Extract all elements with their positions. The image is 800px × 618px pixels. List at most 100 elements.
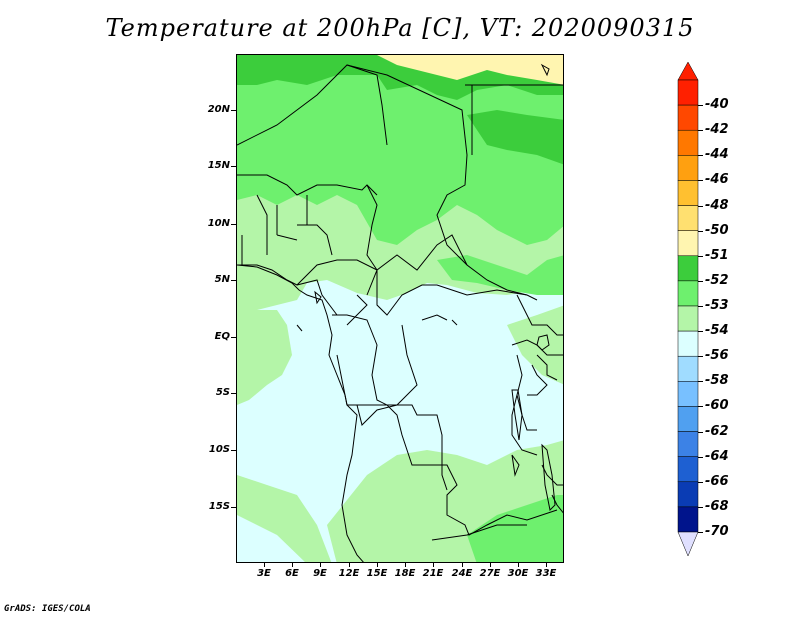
colorbar-tick xyxy=(698,481,703,483)
colorbar-swatch xyxy=(677,280,699,307)
lon-tick xyxy=(433,563,434,567)
lat-tick xyxy=(231,224,236,225)
colorbar-swatch xyxy=(677,230,699,257)
lat-label-15n: 15N xyxy=(207,160,230,171)
colorbar-swatch xyxy=(677,456,699,483)
lon-label-3e: 3E xyxy=(257,568,271,579)
lat-tick xyxy=(231,280,236,281)
colorbar-tick xyxy=(698,255,703,257)
coastline-west xyxy=(237,264,348,406)
lat-label-10n: 10N xyxy=(207,218,230,229)
colorbar-label: -44 xyxy=(705,147,729,163)
field-minus53-east xyxy=(507,305,563,385)
colorbar-label: -51 xyxy=(705,247,729,263)
colorbar-top-arrow xyxy=(677,62,699,81)
lon-label-27e: 27E xyxy=(479,568,501,579)
lat-label-5n: 5N xyxy=(214,274,230,285)
colorbar-swatch xyxy=(677,431,699,457)
lon-tick xyxy=(349,563,350,567)
colorbar-label: -62 xyxy=(705,423,729,439)
colorbar-swatch xyxy=(677,129,699,156)
colorbar-label: -56 xyxy=(705,348,729,364)
map-title: Temperature at 200hPa [C], VT: 202009031… xyxy=(105,14,695,42)
colorbar-swatch xyxy=(677,406,699,432)
lat-tick xyxy=(231,337,236,338)
colorbar-swatch xyxy=(677,180,699,206)
lon-tick xyxy=(405,563,406,567)
lon-label-21e: 21E xyxy=(422,568,444,579)
colorbar-swatch xyxy=(677,79,699,106)
lon-label-12e: 12E xyxy=(338,568,360,579)
lat-tick xyxy=(231,450,236,451)
colorbar-swatch xyxy=(677,330,699,357)
colorbar-label: -42 xyxy=(705,122,729,138)
field-minus52-north xyxy=(237,55,563,245)
colorbar-swatch xyxy=(677,205,699,231)
colorbar-label: -64 xyxy=(705,448,729,464)
colorbar-tick xyxy=(698,105,703,107)
lon-label-18e: 18E xyxy=(394,568,416,579)
colorbar-tick xyxy=(698,356,703,358)
footer-credit: GrADS: IGES/COLA xyxy=(4,604,91,614)
colorbar-swatch xyxy=(677,305,699,332)
lat-tick xyxy=(231,393,236,394)
colorbar-label: -46 xyxy=(705,172,729,188)
field-minus53-west xyxy=(237,310,292,405)
colorbar-label: -53 xyxy=(705,298,729,313)
lon-label-33e: 33E xyxy=(535,568,557,579)
colorbar-tick xyxy=(698,180,703,182)
lat-label-eq: EQ xyxy=(214,331,230,342)
field-minus52-south xyxy=(467,495,563,562)
lat-tick xyxy=(231,110,236,111)
lat-label-20n: 20N xyxy=(207,104,230,115)
colorbar-label: -52 xyxy=(705,272,729,288)
lat-tick xyxy=(231,166,236,167)
lon-tick xyxy=(264,563,265,567)
field-minus53-sw-band xyxy=(237,475,332,562)
colorbar-label: -58 xyxy=(705,373,729,389)
colorbar-swatch xyxy=(677,104,699,131)
temperature-map xyxy=(236,54,564,563)
colorbar-tick xyxy=(698,230,703,232)
colorbar-tick xyxy=(698,280,703,282)
colorbar-swatch xyxy=(677,506,699,533)
colorbar-swatch xyxy=(677,355,699,382)
field-minus50-top xyxy=(377,55,563,85)
lon-label-6e: 6E xyxy=(285,568,299,579)
lat-label-5s: 5S xyxy=(215,387,230,398)
lon-tick xyxy=(518,563,519,567)
colorbar-tick xyxy=(698,331,703,333)
colorbar-swatch xyxy=(677,155,699,181)
colorbar-tick xyxy=(698,506,703,508)
colorbar-bottom-arrow xyxy=(677,531,699,557)
field-minus51-east xyxy=(467,110,563,165)
colorbar-swatch xyxy=(677,481,699,508)
colorbar-label: -60 xyxy=(705,398,729,414)
lat-label-10s: 10S xyxy=(208,444,230,455)
colorbar-label: -66 xyxy=(705,473,729,489)
lon-label-30e: 30E xyxy=(507,568,529,579)
lat-tick xyxy=(231,507,236,508)
colorbar-tick xyxy=(698,306,703,307)
colorbar-tick xyxy=(698,532,703,533)
map-field-svg xyxy=(237,55,563,562)
country-borders xyxy=(237,64,563,562)
lakes xyxy=(296,63,556,512)
lon-tick xyxy=(490,563,491,567)
lon-tick xyxy=(377,563,378,567)
colorbar-tick xyxy=(698,431,703,433)
lon-label-9e: 9E xyxy=(313,568,327,579)
colorbar-label: -50 xyxy=(705,222,729,238)
colorbar-label: -70 xyxy=(705,524,729,539)
colorbar xyxy=(677,62,699,557)
colorbar-tick xyxy=(698,456,703,458)
colorbar-tick xyxy=(698,406,703,408)
lon-label-15e: 15E xyxy=(366,568,388,579)
field-minus52-ne xyxy=(437,255,563,295)
lon-tick xyxy=(546,563,547,567)
colorbar-swatch xyxy=(677,381,699,407)
lon-tick xyxy=(462,563,463,567)
colorbar-label: -68 xyxy=(705,498,729,514)
lon-label-24e: 24E xyxy=(451,568,473,579)
lon-tick xyxy=(292,563,293,567)
